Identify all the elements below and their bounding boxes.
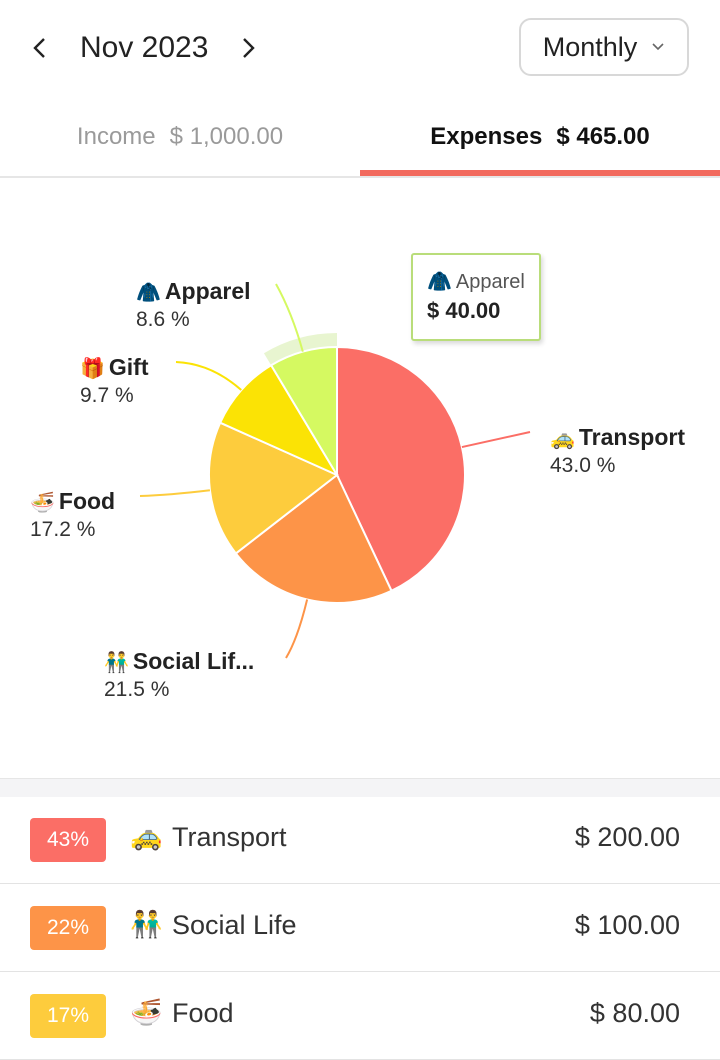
category-amount: $ 200.00 — [574, 822, 680, 852]
leader-line-transport — [461, 431, 531, 449]
tab-income-label: Income — [76, 123, 156, 150]
label-gift-name: Gift — [108, 354, 149, 380]
coat-icon: 🧥 — [136, 280, 161, 304]
expense-pie-chart: 🚕 Transport 43.0 % 👬 Social Lif... 21.5 % … — [0, 180, 720, 778]
category-name: Transport — [172, 822, 287, 852]
active-tab-indicator — [360, 170, 720, 176]
label-food-name: Food — [58, 488, 116, 514]
tab-expenses[interactable]: Expenses $ 465.00 — [360, 96, 720, 178]
tab-income[interactable]: Income $ 1,000.00 — [0, 96, 360, 178]
label-transport: 🚕 Transport 43.0 % — [550, 424, 685, 479]
label-transport-name: Transport — [578, 424, 685, 450]
category-list: 43% 🚕 Transport $ 200.00 22% 👬 Social Li… — [0, 796, 720, 1060]
two-people-icon: 👬 — [104, 650, 129, 674]
pie-slice-apparel[interactable] — [269, 345, 338, 479]
label-social-life-name: Social Lif... — [132, 648, 255, 674]
pie-slice-transport[interactable] — [336, 345, 466, 593]
label-gift-percent: 9.7 % — [80, 384, 134, 407]
selected-slice-highlight — [263, 333, 337, 366]
category-amount: $ 80.00 — [589, 998, 680, 1028]
label-food-percent: 17.2 % — [30, 518, 96, 541]
list-item-social-life[interactable]: 22% 👬 Social Life $ 100.00 — [0, 884, 720, 972]
pie-slice-food[interactable] — [208, 421, 339, 555]
taxi-icon: 🚕 — [550, 426, 575, 450]
percent-badge: 43% — [30, 818, 106, 862]
category-name: Food — [172, 998, 234, 1028]
pie-slice-gift[interactable] — [218, 363, 340, 478]
label-social-life: 👬 Social Lif... 21.5 % — [104, 648, 254, 703]
label-apparel: 🧥 Apparel 8.6 % — [136, 278, 251, 333]
next-month-button[interactable] — [230, 28, 266, 68]
label-gift: 🎁 Gift 9.7 % — [80, 354, 149, 409]
percent-badge: 22% — [30, 906, 106, 950]
period-view-select[interactable]: Monthly — [519, 18, 689, 76]
noodle-bowl-icon: 🍜 — [130, 998, 163, 1028]
gift-icon: 🎁 — [80, 356, 105, 380]
chevron-right-icon — [243, 38, 255, 58]
leader-line-apparel — [275, 283, 304, 352]
income-expense-tabs: Income $ 1,000.00 Expenses $ 465.00 — [0, 96, 720, 178]
header: Nov 2023 Monthly — [0, 0, 720, 96]
coat-icon: 🧥 — [427, 269, 452, 293]
chevron-left-icon — [33, 38, 45, 58]
noodle-bowl-icon: 🍜 — [30, 490, 55, 514]
previous-month-button[interactable] — [22, 28, 58, 68]
label-transport-percent: 43.0 % — [550, 454, 616, 477]
tab-expenses-label: Expenses — [430, 123, 543, 150]
label-apparel-percent: 8.6 % — [136, 308, 190, 331]
slice-tooltip: 🧥 Apparel $ 40.00 — [411, 253, 541, 341]
pie-chart-svg — [139, 283, 531, 659]
leader-line-gift — [175, 361, 242, 391]
tooltip-name: Apparel — [455, 271, 525, 293]
pie-slice-social-life[interactable] — [234, 473, 393, 604]
chevron-down-icon — [652, 43, 664, 51]
period-view-label: Monthly — [542, 31, 638, 62]
leader-line-social-life — [285, 599, 309, 659]
tab-income-amount: $ 1,000.00 — [169, 123, 284, 150]
category-amount: $ 100.00 — [574, 910, 680, 940]
section-divider — [0, 778, 720, 797]
period-label: Nov 2023 — [80, 31, 209, 64]
list-item-food[interactable]: 17% 🍜 Food $ 80.00 — [0, 972, 720, 1060]
percent-badge: 17% — [30, 994, 106, 1038]
two-people-icon: 👬 — [130, 910, 163, 940]
taxi-icon: 🚕 — [130, 822, 163, 852]
label-food: 🍜 Food 17.2 % — [30, 488, 115, 543]
label-social-life-percent: 21.5 % — [104, 678, 170, 701]
list-item-transport[interactable]: 43% 🚕 Transport $ 200.00 — [0, 796, 720, 884]
tab-expenses-amount: $ 465.00 — [556, 123, 650, 150]
label-apparel-name: Apparel — [164, 278, 251, 304]
leader-line-food — [139, 489, 211, 497]
tooltip-amount: $ 40.00 — [427, 298, 501, 323]
category-name: Social Life — [172, 910, 297, 940]
